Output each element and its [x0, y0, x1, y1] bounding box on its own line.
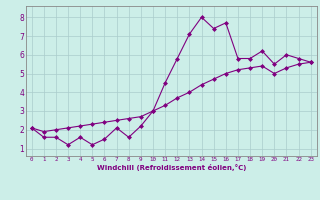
- X-axis label: Windchill (Refroidissement éolien,°C): Windchill (Refroidissement éolien,°C): [97, 164, 246, 171]
